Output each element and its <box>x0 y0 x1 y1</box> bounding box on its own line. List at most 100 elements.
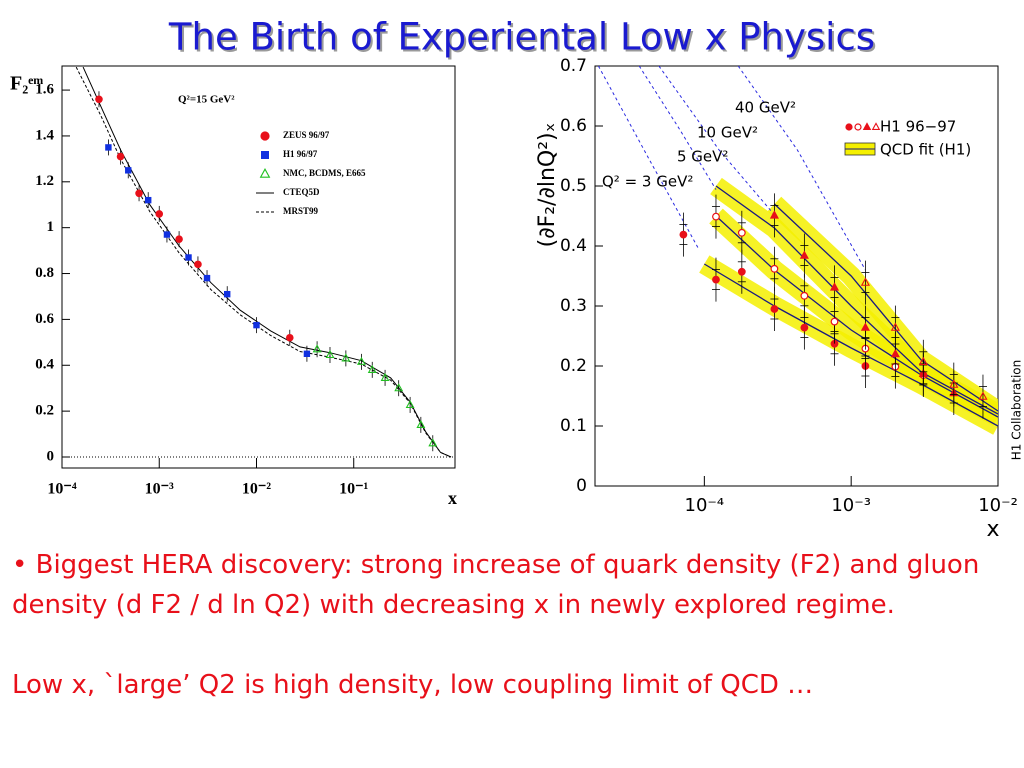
data-point <box>224 290 231 298</box>
data-point <box>356 356 366 365</box>
side-note: H1 Collaboration <box>1010 360 1024 460</box>
y-tick-label: 0.2 <box>560 356 587 376</box>
data-point <box>737 267 746 276</box>
data-point <box>860 277 870 286</box>
y-tick-label: 0.4 <box>35 357 54 373</box>
data-point <box>341 353 351 362</box>
fit-curve <box>715 185 998 415</box>
plot-area <box>75 66 452 458</box>
y-tick-label: 0.7 <box>560 56 587 76</box>
body-text: • Biggest HERA discovery: strong increas… <box>12 545 1002 745</box>
extrapolation-curve <box>597 66 700 250</box>
data-point <box>367 364 377 373</box>
x-tick-label: 10⁻⁴ <box>47 481 76 498</box>
data-point <box>830 317 839 326</box>
data-point <box>769 210 779 219</box>
legend-label: MRST99 <box>283 206 319 216</box>
plot-frame <box>594 65 999 487</box>
extrapolation-curve <box>658 66 775 216</box>
fit-curve <box>773 203 998 412</box>
y-axis-label: F₂ᵉᵐ <box>10 73 43 95</box>
data-point <box>799 250 809 259</box>
x-tick-label: 10⁻³ <box>145 481 174 498</box>
legend-label: CTEQ5D <box>283 187 320 197</box>
data-point <box>405 399 415 409</box>
legend-swatch <box>259 168 271 178</box>
data-point <box>125 167 132 174</box>
data-point <box>380 372 390 381</box>
data-point <box>800 323 809 332</box>
bullet: • Biggest HERA discovery: strong increas… <box>12 550 980 620</box>
data-point <box>116 152 125 161</box>
y-tick-label: 0.4 <box>560 236 587 256</box>
data-point <box>860 322 870 331</box>
extrapolation-curve <box>737 66 866 271</box>
y-tick-label: 0.1 <box>560 416 587 436</box>
data-point <box>679 230 688 239</box>
x-tick-label: 10⁻³ <box>831 495 871 516</box>
y-tick-label: 0.8 <box>35 265 54 281</box>
data-point <box>175 235 183 243</box>
legend-label: H1 96/97 <box>283 149 318 159</box>
data-point <box>203 274 211 282</box>
x-tick-label: 10⁻² <box>978 495 1018 516</box>
data-point <box>394 383 404 392</box>
legend-swatch <box>871 122 881 130</box>
x-tick-label: 10⁻² <box>242 481 271 498</box>
data-point <box>770 264 779 273</box>
data-point <box>918 356 928 365</box>
data-point <box>312 344 322 353</box>
data-point <box>285 333 294 342</box>
curve-label: 40 GeV² <box>735 99 796 117</box>
data-point <box>770 305 779 313</box>
title-shadow: The Birth of Experiental Low x Physics <box>170 18 877 61</box>
y-tick-label: 0.2 <box>35 403 54 419</box>
fit-curve <box>703 263 998 427</box>
data-point <box>325 349 335 359</box>
legend-label: QCD fit (H1) <box>880 141 971 159</box>
curve <box>75 66 452 458</box>
y-tick-label: 1.6 <box>35 82 54 98</box>
y-tick-label: 0.3 <box>560 296 587 316</box>
data-point <box>185 254 192 261</box>
slide-title: The Birth of Experiental Low x Physics <box>168 16 875 59</box>
y-axis-label: (∂F₂/∂lnQ²)ₓ <box>535 123 560 248</box>
data-point <box>712 212 720 221</box>
y-tick-label: 1.4 <box>35 127 54 143</box>
y-tick-label: 1 <box>47 219 55 235</box>
y-tick-label: 0 <box>47 448 55 464</box>
data-point <box>95 95 103 104</box>
data-point <box>145 196 152 204</box>
data-point <box>890 322 900 331</box>
legend-swatch <box>261 151 269 159</box>
data-point <box>135 189 143 198</box>
curve-label: Q² = 3 GeV² <box>602 173 693 191</box>
plot-area <box>597 66 998 435</box>
data-point <box>829 282 840 291</box>
data-point <box>416 419 426 428</box>
curve <box>82 66 452 458</box>
x-axis-label: x <box>986 517 999 542</box>
data-point <box>163 231 171 238</box>
legend-label: H1 96−97 <box>880 118 956 136</box>
curve-label: 10 GeV² <box>697 124 758 142</box>
data-point <box>105 144 112 151</box>
data-point <box>737 228 746 237</box>
legend-swatch <box>862 122 872 130</box>
plot-frame <box>61 65 456 469</box>
bullet: Low x, `large’ Q2 is high density, low c… <box>12 670 814 700</box>
legend-swatch <box>845 123 853 131</box>
x-tick-label: 10⁻⁴ <box>685 495 725 516</box>
data-point <box>303 350 311 357</box>
x-axis-label: x <box>448 488 457 508</box>
data-point <box>978 391 988 400</box>
y-tick-label: 1.2 <box>35 173 54 189</box>
data-point <box>155 210 164 218</box>
annotation: Q²=15 GeV² <box>178 94 235 106</box>
y-tick-label: 0.5 <box>560 176 587 196</box>
curve-label: 5 GeV² <box>677 148 728 166</box>
data-point <box>890 348 900 358</box>
legend-swatch <box>854 123 862 131</box>
